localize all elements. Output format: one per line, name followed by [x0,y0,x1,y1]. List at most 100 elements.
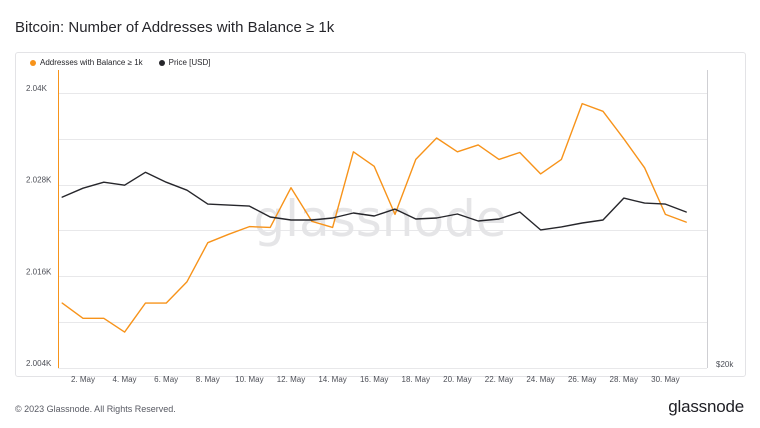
y-left-tick-label: 2.016K [26,267,52,276]
addresses-data-point [436,137,438,139]
price-data-point [373,215,375,217]
addresses-data-point [540,173,542,175]
addresses-data-point [353,151,355,153]
price-data-point [353,212,355,214]
price-data-point [311,219,313,221]
price-data-point [249,205,251,207]
legend-addresses-dot [30,59,36,66]
watermark: glassnode [253,190,506,248]
price-data-point [290,219,292,221]
addresses-data-point [602,110,604,112]
x-tick-layer: 2. May 4. May 6. May 8. May 10. May 12. May 14… [71,375,680,384]
price-data-point [623,197,625,199]
x-tick-label: 18. May [402,375,430,384]
x-tick-label: 30. May [651,375,679,384]
price-data-point [124,184,126,186]
y-left-tick-label: 2.028K [26,176,52,185]
series-layer [61,102,687,333]
legend-addresses-label: Addresses with Balance ≥ 1k [40,58,143,67]
addresses-data-point [165,302,167,304]
price-data-point [685,211,687,213]
x-tick-label: 6. May [154,375,178,384]
x-tick-label: 16. May [360,375,388,384]
price-data-point [581,222,583,224]
price-data-point [665,203,667,205]
price-data-point [103,181,105,183]
addresses-data-point [665,214,667,216]
price-data-point [228,204,230,206]
price-data-point [145,171,147,173]
price-data-point [602,219,604,221]
copyright-text: © 2023 Glassnode. All Rights Reserved. [15,404,176,414]
price-data-point [207,203,209,205]
price-data-point [394,208,396,210]
addresses-data-point [457,151,459,153]
addresses-data-point [498,159,500,161]
addresses-series-line [61,102,687,333]
y-left-tick-label: 2.004K [26,359,52,368]
y-left-tick-label: 2.04K [26,84,48,93]
x-tick-label: 8. May [196,375,220,384]
addresses-data-point [581,103,583,105]
x-tick-label: 20. May [443,375,471,384]
price-data-point [165,181,167,183]
legend: Addresses with Balance ≥ 1k Price [USD] [30,58,210,67]
price-data-point [644,202,646,204]
legend-item-price[interactable]: Price [USD] [158,58,211,67]
chart-title: Bitcoin: Number of Addresses with Balanc… [15,19,335,36]
grid-layer [58,93,707,369]
addresses-data-point [124,331,126,333]
addresses-data-point [269,227,271,229]
addresses-data-point [82,317,84,319]
addresses-data-point [519,152,521,154]
legend-price-label: Price [USD] [168,58,211,67]
addresses-data-point [61,302,63,304]
price-data-point [415,218,417,220]
price-data-point [61,196,63,198]
addresses-data-point [332,227,334,229]
price-data-point [519,211,521,213]
price-data-point [186,189,188,191]
addresses-data-point [477,144,479,146]
addresses-data-point [644,167,646,169]
price-data-point [332,217,334,219]
price-data-point [477,220,479,222]
addresses-data-point [207,242,209,244]
addresses-data-point [685,221,687,223]
addresses-data-point [415,159,417,161]
x-tick-label: 22. May [485,375,513,384]
x-tick-label: 10. May [235,375,263,384]
glassnode-logo[interactable]: glassnode [668,397,744,416]
price-data-point [540,229,542,231]
y-right-tick-label: $20k [716,360,734,369]
legend-price-dot [158,59,165,66]
price-data-point [269,216,271,218]
x-tick-label: 4. May [113,375,137,384]
x-tick-label: 2. May [71,375,95,384]
addresses-data-point [394,214,396,216]
price-data-point [498,218,500,220]
addresses-data-point [373,165,375,167]
price-data-point [561,226,563,228]
price-data-point [457,213,459,215]
x-tick-label: 24. May [526,375,554,384]
y-tick-layer: 2.004K 2.016K 2.028K 2.04K $20k [26,84,734,369]
price-series-line [61,171,687,231]
legend-item-addresses[interactable]: Addresses with Balance ≥ 1k [30,58,143,67]
addresses-data-point [561,159,563,161]
addresses-data-point [290,187,292,189]
addresses-data-point [228,233,230,235]
x-tick-label: 28. May [610,375,638,384]
addresses-data-point [186,281,188,283]
addresses-data-point [623,138,625,140]
x-tick-label: 12. May [277,375,305,384]
chart-panel [15,52,746,377]
x-tick-label: 26. May [568,375,596,384]
price-data-point [82,187,84,189]
addresses-data-point [103,317,105,319]
addresses-data-point [249,226,251,228]
price-data-point [436,217,438,219]
addresses-data-point [145,302,147,304]
x-tick-label: 14. May [318,375,346,384]
